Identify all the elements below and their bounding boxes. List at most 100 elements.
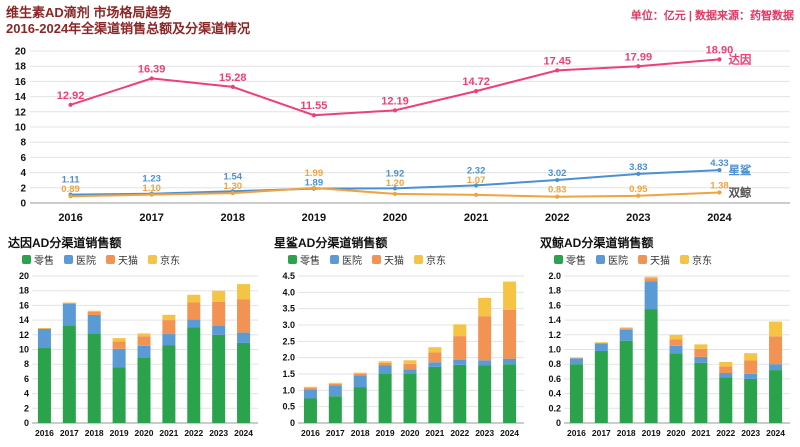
y-axis-label: 10 bbox=[15, 123, 27, 134]
bar-segment-3 bbox=[403, 360, 417, 364]
data-point bbox=[555, 177, 560, 183]
header: 维生素AD滴剂 市场格局趋势 2016-2024年全渠道销售总额及分渠道情况 单… bbox=[6, 5, 794, 37]
bar-segment-2 bbox=[594, 342, 608, 344]
value-label: 1.10 bbox=[142, 183, 161, 194]
header-titles: 维生素AD滴剂 市场格局趋势 2016-2024年全渠道销售总额及分渠道情况 bbox=[6, 5, 250, 37]
unit-source-note: 单位：亿元 | 数据来源：药智数据 bbox=[630, 10, 794, 22]
y-axis-label: 4 bbox=[24, 389, 29, 399]
total-sales-line-chart: 0 2 4 6 8 10 12 14 16 18 20 2016 2017 2018 2019 2020 202… bbox=[15, 44, 790, 224]
bar-segment-3 bbox=[769, 321, 783, 337]
bar-segment-2 bbox=[644, 278, 658, 282]
panel-title-shuangjing: 双鲸AD分渠道销售额 bbox=[540, 236, 654, 250]
legend-item-3[interactable]: 京东 bbox=[148, 252, 180, 267]
bar-segment-1 bbox=[478, 360, 492, 366]
value-label: 18.90 bbox=[706, 44, 734, 56]
bar-segment-0 bbox=[769, 370, 783, 423]
bar-segment-1 bbox=[87, 314, 101, 334]
legend-item-0[interactable]: 零售 bbox=[22, 252, 54, 267]
bar-segment-1 bbox=[378, 365, 392, 374]
legend-item-0[interactable]: 零售 bbox=[554, 252, 586, 267]
data-point bbox=[230, 191, 235, 196]
bar-segment-0 bbox=[744, 378, 758, 423]
y-axis-label: 4.0 bbox=[282, 287, 295, 297]
bar-segment-1 bbox=[594, 343, 608, 351]
value-label: 3.83 bbox=[629, 162, 648, 173]
x-axis-label: 2023 bbox=[475, 428, 494, 438]
data-point bbox=[474, 89, 479, 94]
bar-segment-0 bbox=[569, 364, 583, 423]
value-label: 0.83 bbox=[548, 185, 567, 196]
value-label: 4.33 bbox=[710, 158, 729, 169]
bar-segment-3 bbox=[478, 297, 492, 317]
bar-segment-3 bbox=[62, 302, 76, 304]
legend-swatch bbox=[414, 255, 423, 264]
y-axis-label: 4.5 bbox=[282, 271, 295, 281]
bar-segment-3 bbox=[328, 382, 342, 384]
bar-segment-0 bbox=[453, 364, 467, 423]
bar-segment-0 bbox=[403, 374, 417, 423]
data-point bbox=[149, 76, 154, 81]
y-axis-label: 1.0 bbox=[548, 345, 561, 355]
bar-segment-2 bbox=[569, 357, 583, 359]
legend-label: 医院 bbox=[76, 256, 96, 267]
x-axis-label: 2023 bbox=[626, 212, 650, 224]
bar-segment-0 bbox=[328, 396, 342, 423]
y-axis-label: 18 bbox=[15, 62, 27, 73]
legend-item-2[interactable]: 天猫 bbox=[638, 252, 670, 267]
y-axis-label: 0.6 bbox=[548, 374, 561, 384]
bar-segment-2 bbox=[87, 312, 101, 315]
x-axis-label: 2016 bbox=[567, 428, 586, 438]
panel-shuangjing-channel: 双鲸AD分渠道销售额 零售 医院 天猫 京东 0 0.2 0.4 0.6 0.8 1.0 1.2 1… bbox=[538, 232, 794, 440]
bar-segment-3 bbox=[137, 333, 151, 337]
legend-label: 零售 bbox=[566, 256, 586, 267]
legend-item-0[interactable]: 零售 bbox=[288, 252, 320, 267]
bar-segment-1 bbox=[744, 373, 758, 379]
legend-xingsha: 零售 医院 天猫 京东 bbox=[288, 252, 528, 267]
legend-swatch bbox=[680, 255, 689, 264]
x-axis-label: 2017 bbox=[326, 428, 345, 438]
data-point bbox=[474, 183, 479, 188]
bar-segment-1 bbox=[328, 385, 342, 397]
x-axis-label: 2023 bbox=[209, 428, 228, 438]
legend-swatch bbox=[596, 255, 605, 264]
bar-segment-0 bbox=[378, 374, 392, 423]
bar-segment-0 bbox=[162, 345, 176, 423]
legend-item-3[interactable]: 京东 bbox=[414, 252, 446, 267]
value-label: 14.72 bbox=[462, 76, 490, 88]
bar-segment-0 bbox=[669, 353, 683, 423]
value-label: 1.89 bbox=[305, 177, 324, 188]
bar-segment-0 bbox=[237, 342, 251, 423]
data-point bbox=[636, 171, 641, 176]
value-label: 1.92 bbox=[386, 168, 405, 179]
y-axis-label: 12 bbox=[19, 330, 29, 340]
value-label: 11.55 bbox=[300, 100, 327, 112]
y-axis-label: 0.8 bbox=[548, 359, 561, 369]
x-axis-label: 2021 bbox=[691, 428, 710, 438]
bar-segment-3 bbox=[353, 372, 367, 374]
legend-item-1[interactable]: 医院 bbox=[330, 252, 362, 267]
bar-segment-2 bbox=[137, 336, 151, 346]
legend-item-1[interactable]: 医院 bbox=[64, 252, 96, 267]
y-axis-label: 1.6 bbox=[548, 300, 561, 310]
x-axis-label: 2019 bbox=[376, 428, 395, 438]
legend-item-3[interactable]: 京东 bbox=[680, 252, 712, 267]
legend-item-2[interactable]: 天猫 bbox=[372, 252, 404, 267]
bar-segment-0 bbox=[112, 367, 126, 423]
y-axis-label: 8 bbox=[24, 359, 29, 369]
value-label: 17.99 bbox=[625, 51, 653, 63]
value-label: 12.19 bbox=[381, 95, 409, 107]
bar-segment-1 bbox=[112, 348, 126, 368]
y-axis-label: 0 bbox=[556, 418, 561, 428]
data-point bbox=[68, 194, 73, 199]
y-axis-label: 20 bbox=[19, 271, 29, 281]
legend-item-1[interactable]: 医院 bbox=[596, 252, 628, 267]
bar-segment-1 bbox=[303, 389, 317, 399]
y-axis-label: 3.0 bbox=[282, 320, 295, 330]
series-end-label-1: 星鲨 bbox=[728, 163, 751, 177]
bar-segment-3 bbox=[87, 310, 101, 313]
legend-item-2[interactable]: 天猫 bbox=[106, 252, 138, 267]
data-point bbox=[717, 190, 722, 195]
legend-swatch bbox=[330, 255, 339, 264]
bar-segment-2 bbox=[162, 320, 176, 335]
